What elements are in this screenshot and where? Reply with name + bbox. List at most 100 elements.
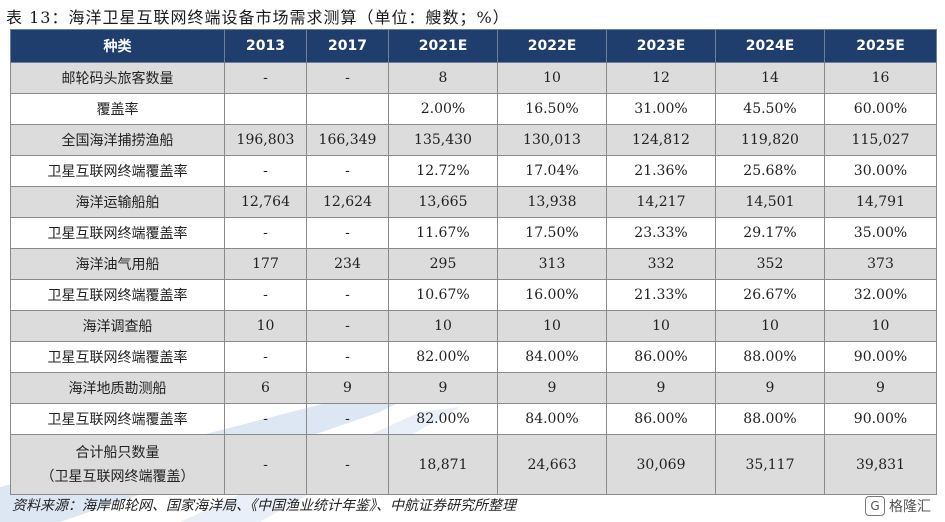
value-cell: 12 [606, 62, 716, 94]
value-cell: - [224, 62, 307, 94]
row-label-cell: 卫星互联网终端覆盖率 [10, 279, 225, 311]
table-row: 卫星互联网终端覆盖率 - -11.67% 17.50% 23.33% 29.17% 35.0… [10, 217, 937, 249]
total-label-cell: 合计船只数量 （卫星互联网终端覆盖） [10, 434, 225, 495]
header-year: 2025E [824, 29, 937, 63]
value-cell: 10 [497, 62, 607, 94]
value-cell: - [306, 62, 389, 94]
value-cell: 115,027 [824, 124, 937, 156]
logo-icon: G [865, 496, 885, 516]
value-cell: 21.36% [606, 155, 716, 187]
value-cell: 88.00% [715, 403, 825, 435]
value-cell: 17.04% [497, 155, 607, 187]
value-cell: 313 [497, 248, 607, 280]
total-label-line1: 合计船只数量 [75, 444, 160, 461]
logo-text: 格隆汇 [889, 499, 931, 515]
row-label-cell: 卫星互联网终端覆盖率 [10, 155, 225, 187]
value-cell: 13,938 [497, 186, 607, 218]
value-cell: 16 [824, 62, 937, 94]
value-cell: 90.00% [824, 403, 937, 435]
value-cell: 2.00% [388, 93, 498, 125]
header-year: 2017 [306, 29, 389, 63]
value-cell: 9 [824, 372, 937, 404]
value-cell: 9 [497, 372, 607, 404]
data-table: 种类 2013 2017 2021E 2022E 2023E 2024E 202… [10, 29, 937, 495]
total-value-cell: 30,069 [606, 434, 716, 495]
value-cell [306, 93, 389, 125]
total-value-cell: - [224, 434, 307, 495]
value-cell: 31.00% [606, 93, 716, 125]
value-cell: 10.67% [388, 279, 498, 311]
value-cell: 12,624 [306, 186, 389, 218]
row-label-cell: 海洋调查船 [10, 310, 225, 342]
row-label-cell: 海洋地质勘测船 [10, 372, 225, 404]
table-row: 卫星互联网终端覆盖率 - -12.72% 17.04% 21.36% 25.68% 30.0… [10, 155, 937, 187]
value-cell: 14,501 [715, 186, 825, 218]
value-cell: 166,349 [306, 124, 389, 156]
table-row: 海洋油气用船 177 234 295 313 332 352 373 [10, 248, 937, 280]
value-cell: 17.50% [497, 217, 607, 249]
value-cell: 177 [224, 248, 307, 280]
value-cell: 12,764 [224, 186, 307, 218]
value-cell: 16.50% [497, 93, 607, 125]
value-cell: 10 [388, 310, 498, 342]
value-cell: - [306, 279, 389, 311]
value-cell: 25.68% [715, 155, 825, 187]
value-cell: 196,803 [224, 124, 307, 156]
value-cell: - [224, 341, 307, 373]
value-cell: - [306, 403, 389, 435]
value-cell: 23.33% [606, 217, 716, 249]
row-label-cell: 卫星互联网终端覆盖率 [10, 403, 225, 435]
value-cell: 26.67% [715, 279, 825, 311]
header-year: 2013 [224, 29, 307, 63]
value-cell: 90.00% [824, 341, 937, 373]
value-cell: - [306, 310, 389, 342]
table-row: 卫星互联网终端覆盖率 - -82.00% 84.00% 86.00% 88.00% 90.0… [10, 403, 937, 435]
table-row: 全国海洋捕捞渔船 196,803 166,349 135,430 130,013 124,… [10, 124, 937, 156]
value-cell: - [306, 155, 389, 187]
value-cell: 82.00% [388, 403, 498, 435]
value-cell: - [224, 217, 307, 249]
value-cell: 9 [715, 372, 825, 404]
value-cell: 35.00% [824, 217, 937, 249]
value-cell: 30.00% [824, 155, 937, 187]
table-row: 卫星互联网终端覆盖率 - -82.00% 84.00% 86.00% 88.00% 90.0… [10, 341, 937, 373]
value-cell: 32.00% [824, 279, 937, 311]
value-cell: 88.00% [715, 341, 825, 373]
value-cell: 135,430 [388, 124, 498, 156]
total-value-cell: 24,663 [497, 434, 607, 495]
value-cell: 124,812 [606, 124, 716, 156]
row-label-cell: 全国海洋捕捞渔船 [10, 124, 225, 156]
value-cell: 86.00% [606, 341, 716, 373]
value-cell: 14,791 [824, 186, 937, 218]
value-cell: - [306, 217, 389, 249]
value-cell: 9 [606, 372, 716, 404]
value-cell: 10 [224, 310, 307, 342]
value-cell: 13,665 [388, 186, 498, 218]
source-note: 资料来源：海岸邮轮网、国家海洋局、《中国渔业统计年鉴》、中航证券研究所整理 [12, 498, 516, 514]
header-category: 种类 [10, 29, 225, 63]
value-cell: 29.17% [715, 217, 825, 249]
value-cell: 16.00% [497, 279, 607, 311]
value-cell: - [224, 155, 307, 187]
value-cell: 9 [306, 372, 389, 404]
table-row: 覆盖率 2.00% 16.50% 31.00% 45.50% 60.00% [10, 93, 937, 125]
value-cell: 119,820 [715, 124, 825, 156]
header-year: 2023E [606, 29, 716, 63]
value-cell: 373 [824, 248, 937, 280]
table-row: 海洋调查船 10-10 10 10 10 10 [10, 310, 937, 342]
total-row: 合计船只数量 （卫星互联网终端覆盖） - -18,871 24,663 30,069 35,… [10, 434, 937, 495]
total-value-cell: - [306, 434, 389, 495]
value-cell: 234 [306, 248, 389, 280]
total-value-cell: 35,117 [715, 434, 825, 495]
value-cell [224, 93, 307, 125]
row-label-cell: 卫星互联网终端覆盖率 [10, 217, 225, 249]
value-cell: 12.72% [388, 155, 498, 187]
value-cell: 86.00% [606, 403, 716, 435]
row-label-cell: 海洋油气用船 [10, 248, 225, 280]
value-cell: - [306, 341, 389, 373]
value-cell: 8 [388, 62, 498, 94]
value-cell: 45.50% [715, 93, 825, 125]
table-row: 卫星互联网终端覆盖率 - -10.67% 16.00% 21.33% 26.67% 32.0… [10, 279, 937, 311]
value-cell: - [224, 279, 307, 311]
value-cell: 295 [388, 248, 498, 280]
